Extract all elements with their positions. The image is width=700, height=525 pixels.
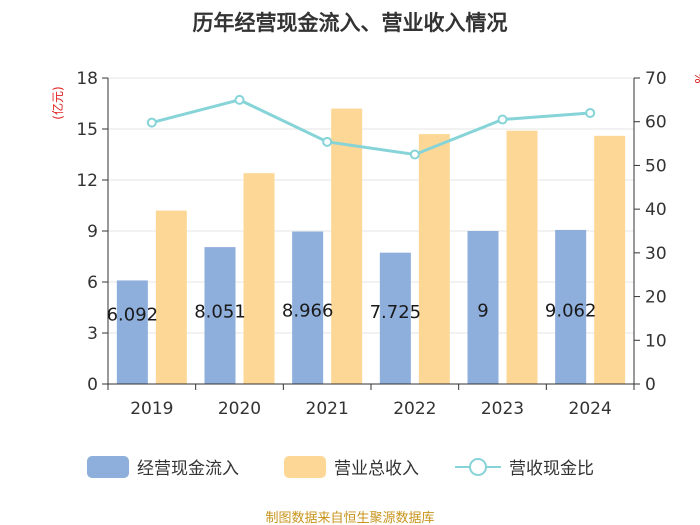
left-axis-tick-label: 6 — [87, 273, 98, 293]
right-axis-tick-label: 30 — [645, 244, 667, 264]
right-axis-tick-label: 20 — [645, 288, 667, 308]
left-axis-unit: (亿元) — [50, 86, 65, 119]
bars-layer — [116, 108, 626, 384]
ratio-point-2021 — [322, 136, 333, 147]
ratio-point-2020 — [234, 94, 245, 105]
bar-cash-inflow-2023 — [467, 231, 499, 384]
data-label-2024: 9.062 — [545, 300, 597, 321]
x-axis-tick-label: 2019 — [130, 399, 173, 419]
legend-label-revenue: 营业总收入 — [334, 459, 419, 479]
bar-cash-inflow-2019 — [116, 280, 148, 384]
ratio-point-2019 — [146, 117, 157, 128]
bar-revenue-2024 — [594, 135, 626, 384]
bar-revenue-2023 — [506, 130, 538, 384]
ratio-line — [151, 98, 591, 157]
bar-revenue-2021 — [331, 108, 363, 384]
legend-label-ratio: 营收现金比 — [509, 459, 594, 479]
right-axis-tick-label: 50 — [645, 156, 667, 176]
axes-layer: 0 3 6 9 12 15 18 0 10 20 30 40 50 60 70 2019 2020 2021 202… — [76, 69, 666, 419]
ratio-point-2024 — [585, 107, 596, 118]
x-axis-tick-label: 2022 — [393, 399, 436, 419]
legend-swatch-cash-inflow — [87, 456, 129, 478]
legend-label-cash-inflow: 经营现金流入 — [137, 459, 239, 479]
data-label-2020: 8.051 — [194, 302, 246, 323]
x-axis-tick-label: 2024 — [569, 399, 612, 419]
legend-marker-ratio — [469, 458, 487, 476]
right-axis-tick-label: 0 — [645, 375, 656, 395]
line-layer — [146, 94, 596, 160]
left-axis-tick-label: 15 — [76, 120, 98, 140]
left-axis-tick-label: 18 — [76, 69, 98, 89]
data-label-2023: 9 — [477, 300, 488, 321]
chart-title: 历年经营现金流入、营业收入情况 — [193, 11, 508, 35]
grid-lines — [108, 77, 634, 334]
left-axis-tick-label: 12 — [76, 171, 98, 191]
data-label-2022: 7.725 — [370, 302, 422, 323]
bar-cash-inflow-2020 — [204, 247, 236, 384]
x-axis-tick-label: 2021 — [306, 399, 349, 419]
bar-cash-inflow-2021 — [292, 231, 324, 384]
left-axis-tick-label: 9 — [87, 222, 98, 242]
bar-revenue-2022 — [418, 134, 450, 384]
ratio-point-2023 — [497, 114, 508, 125]
bar-cash-inflow-2024 — [555, 229, 587, 384]
right-axis-tick-label: 10 — [645, 331, 667, 351]
source-note: 制图数据来自恒生聚源数据库 — [265, 510, 434, 525]
x-axis-tick-label: 2023 — [481, 399, 524, 419]
bar-revenue-2020 — [243, 173, 275, 384]
data-label-2021: 8.966 — [282, 300, 334, 321]
x-axis-tick-label: 2020 — [218, 399, 261, 419]
left-axis-tick-label: 3 — [87, 324, 98, 344]
bar-revenue-2019 — [155, 210, 187, 384]
legend: 经营现金流入 营业总收入 营收现金比 — [87, 456, 594, 479]
right-axis-tick-label: 70 — [645, 69, 667, 89]
left-axis-tick-label: 0 — [87, 375, 98, 395]
legend-swatch-revenue — [284, 456, 326, 478]
data-labels-layer: 6.092 8.051 8.966 7.725 9 9.062 — [107, 300, 597, 325]
ratio-point-2022 — [409, 149, 420, 160]
right-axis-tick-label: 40 — [645, 200, 667, 220]
right-axis-unit: % — [692, 72, 700, 83]
bar-cash-inflow-2022 — [379, 252, 411, 384]
right-axis-tick-label: 60 — [645, 113, 667, 133]
data-label-2019: 6.092 — [107, 304, 159, 325]
